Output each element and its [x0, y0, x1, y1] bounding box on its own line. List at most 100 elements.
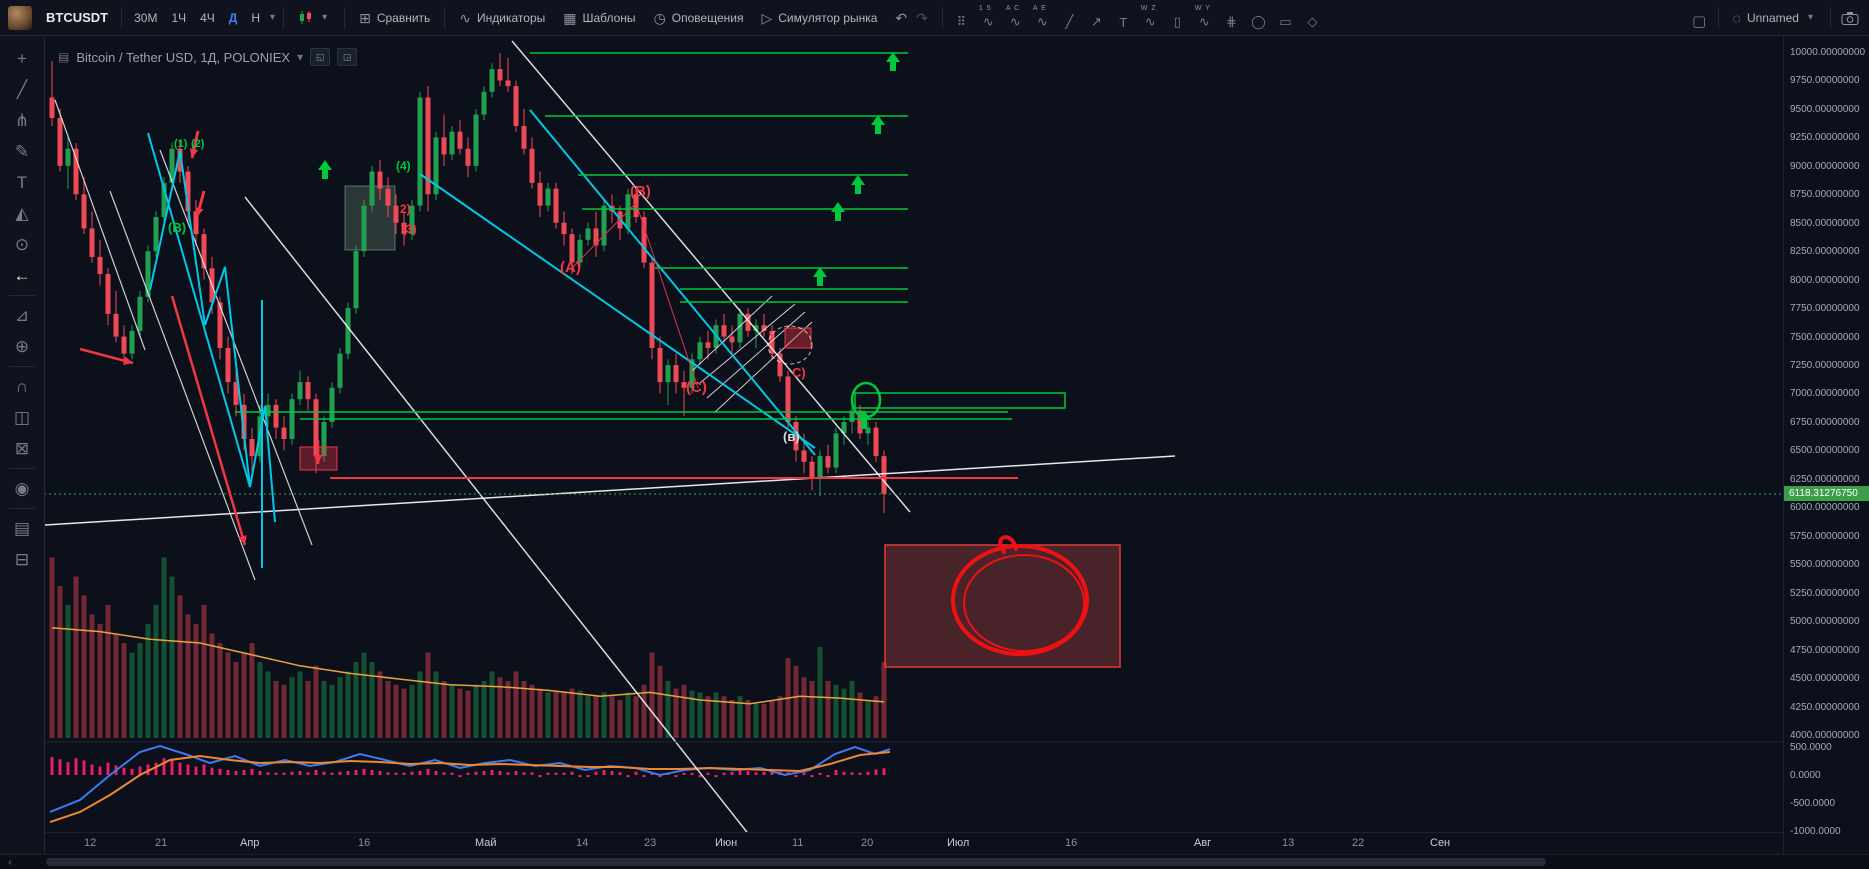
eye-icon[interactable]: ◉	[14, 478, 30, 498]
top-toolbar: BTCUSDT 30M 1Ч 4Ч Д Н ▾ ▾ ⊞ Сравнить ∿ Индик…	[0, 0, 1869, 36]
layout-dropdown-icon: ▾	[1807, 12, 1813, 23]
indicators-button[interactable]: ∿ Индикаторы	[450, 5, 554, 31]
alerts-label: Оповещения	[671, 10, 744, 25]
chart-style-dropdown-icon: ▾	[322, 12, 328, 23]
compare-button[interactable]: ⊞ Сравнить	[350, 5, 439, 31]
timeframe-30M[interactable]: 30M	[134, 10, 158, 25]
edit-icon[interactable]: ◫	[13, 407, 31, 427]
avatar[interactable]	[8, 5, 32, 30]
indicator-axis-label: -1000.0000	[1790, 826, 1841, 837]
arrow-tool-icon[interactable]: ↗	[1090, 13, 1102, 29]
price-label: 10000.00000000	[1790, 47, 1866, 58]
rectangle-tool-icon[interactable]: ▭	[1279, 13, 1292, 29]
price-label: 4250.00000000	[1790, 701, 1860, 713]
timeframe-Н[interactable]: Н	[251, 10, 261, 25]
timeframe-Д[interactable]: Д	[228, 10, 238, 25]
trendline-icon[interactable]: ╱	[16, 79, 28, 99]
chart-title[interactable]: Bitcoin / Tether USD, 1Д, POLONIEX	[76, 49, 291, 65]
time-axis[interactable]: 12 21 Апр 16 Май 14 23 Июн 11 20 Июл 16 Авг 13 22 Сен	[44, 832, 1869, 855]
redo-button[interactable]: ↷	[916, 5, 937, 31]
time-label[interactable]: Июн	[715, 837, 738, 849]
alarm-clock-icon: ◷	[653, 9, 666, 26]
time-label[interactable]: Май	[475, 837, 497, 849]
divider	[9, 508, 35, 509]
bars-pattern-icon[interactable]: ▯	[1173, 13, 1181, 29]
time-label[interactable]: Авг	[1194, 837, 1212, 849]
equalizer-icon[interactable]: ⋕	[1225, 13, 1237, 29]
time-label[interactable]: 13	[1282, 837, 1295, 849]
ellipse-tool-icon[interactable]: ◯	[1251, 13, 1266, 29]
scrollbar-handle[interactable]	[46, 858, 1546, 866]
drawing-toolbar: + ╱ ⋔ ✎ T ◭ ⊙ ← ⊿ ⊕ ∩ ◫ ⊠ ◉ ▤ ⊟	[0, 35, 45, 869]
layout-name-label: Unnamed	[1746, 10, 1799, 25]
chart-legend: ▤ Bitcoin / Tether USD, 1Д, POLONIEX ▾ ◱…	[58, 48, 358, 66]
chart-style-button[interactable]: ▾	[289, 5, 339, 31]
price-axis[interactable]: 10000.00000000 9750.00000000 9500.00000000…	[1783, 35, 1869, 855]
alerts-button[interactable]: ◷ Оповещения	[645, 5, 753, 31]
chart-canvas[interactable]	[44, 35, 1784, 833]
pattern-wy-icon[interactable]: W Y ∿	[1194, 4, 1211, 29]
magnet-icon[interactable]: ∩	[15, 376, 29, 396]
price-label: 4750.00000000	[1790, 644, 1860, 656]
lock-icon[interactable]: ⊠	[14, 438, 30, 458]
price-label: 9250.00000000	[1790, 132, 1860, 144]
market-simulator-button[interactable]: ▷ Симулятор рынка	[752, 5, 886, 31]
text-tool-icon[interactable]: T	[16, 172, 28, 192]
crosshair-icon[interactable]: +	[17, 48, 27, 68]
time-label[interactable]: Апр	[240, 837, 260, 849]
ruler-icon[interactable]: ⊿	[14, 305, 30, 325]
time-label[interactable]: 12	[84, 837, 97, 849]
symbol-button[interactable]: BTCUSDT	[46, 10, 109, 25]
divider	[283, 6, 285, 29]
pitchfork-icon[interactable]: ⋔	[14, 110, 30, 130]
brush-icon[interactable]: ✎	[14, 141, 30, 161]
zoom-icon[interactable]: ⊕	[14, 336, 30, 356]
current-price-tag: 6118.31276750	[1784, 485, 1869, 501]
price-label: 7750.00000000	[1790, 303, 1860, 315]
timeframe-4Ч[interactable]: 4Ч	[200, 10, 215, 25]
elliott-correction-icon[interactable]: A C ∿	[1005, 4, 1021, 29]
drag-handle-icon[interactable]: ⠿	[956, 13, 967, 29]
price-label: 7250.00000000	[1790, 360, 1860, 372]
back-arrow-icon[interactable]: ←	[13, 265, 31, 285]
snapshot-button[interactable]	[1836, 4, 1863, 31]
layers-icon[interactable]: ▤	[13, 518, 31, 538]
time-label[interactable]: 21	[155, 837, 168, 849]
time-label[interactable]: Июл	[947, 837, 970, 849]
time-label[interactable]: 14	[576, 837, 589, 849]
legend-dropdown-icon[interactable]: ▾	[297, 50, 304, 64]
time-label[interactable]: 11	[792, 837, 804, 849]
divider	[1717, 6, 1719, 29]
polygon-tool-icon[interactable]: ◇	[1307, 13, 1318, 29]
cloud-icon: ◌	[1732, 9, 1741, 26]
price-label: 6750.00000000	[1790, 416, 1860, 428]
forecast-icon[interactable]: ⊙	[14, 234, 30, 254]
timeframe-1Ч[interactable]: 1Ч	[171, 10, 187, 25]
xabcd-pattern-icon[interactable]: ◭	[15, 203, 29, 223]
trendline-tool-icon[interactable]: ╱	[1065, 13, 1074, 29]
price-label: 9000.00000000	[1790, 160, 1860, 172]
text-note-icon[interactable]: T	[1119, 14, 1128, 30]
time-label[interactable]: 22	[1352, 837, 1365, 849]
price-label: 4000.00000000	[1790, 729, 1860, 741]
legend-expand-button[interactable]: ◱	[310, 48, 331, 66]
undo-button[interactable]: ↶	[886, 5, 916, 31]
elliott-impulse-icon[interactable]: 1 5 ∿	[978, 4, 994, 29]
pattern-wz-icon[interactable]: W Z ∿	[1140, 4, 1157, 29]
time-label[interactable]: 23	[644, 837, 657, 849]
templates-button[interactable]: ▦ Шаблоны	[554, 5, 644, 31]
timeframe-dropdown-icon[interactable]: ▾	[270, 12, 276, 23]
redo-icon: ↷	[916, 9, 928, 26]
time-label[interactable]: 20	[861, 837, 874, 849]
price-label: 6250.00000000	[1790, 473, 1860, 485]
templates-label: Шаблоны	[582, 10, 636, 25]
trash-icon[interactable]: ⊟	[14, 549, 30, 569]
elliott-triangle-icon[interactable]: A E ∿	[1032, 4, 1048, 29]
time-label[interactable]: Сен	[1430, 837, 1451, 849]
scroll-left-button[interactable]: ‹	[8, 856, 12, 868]
layout-name-button[interactable]: ◌ Unnamed ▾	[1724, 5, 1825, 31]
time-label[interactable]: 16	[358, 837, 371, 849]
layout-grid-button[interactable]: ▢	[1686, 3, 1713, 33]
time-label[interactable]: 16	[1065, 837, 1078, 849]
legend-settings-button[interactable]: ◲	[337, 48, 358, 66]
